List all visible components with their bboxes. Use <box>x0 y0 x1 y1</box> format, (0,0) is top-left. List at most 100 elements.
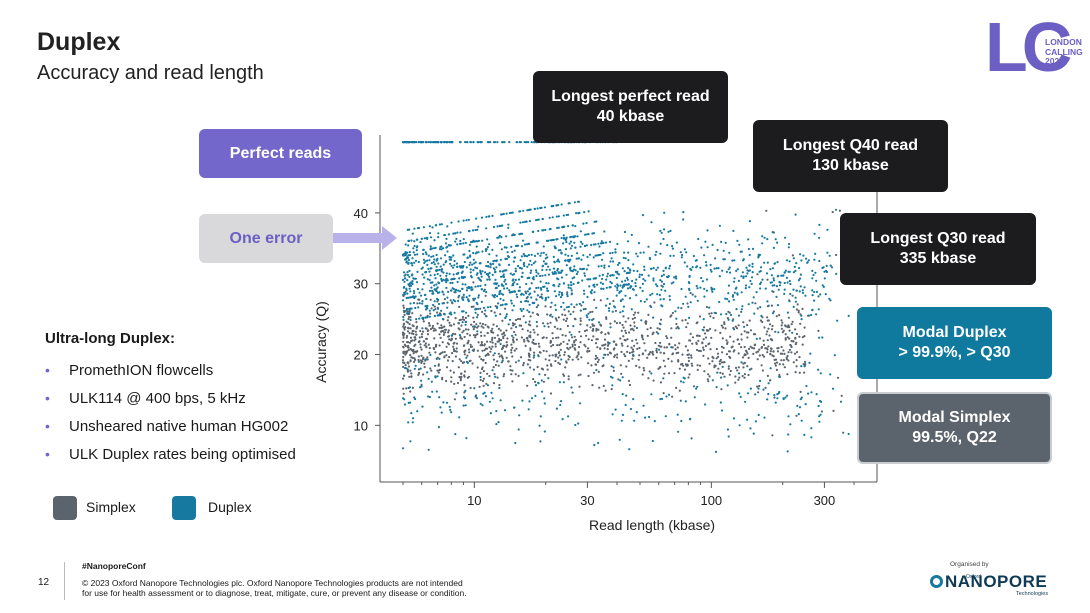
scatter-point <box>499 342 502 346</box>
scatter-point <box>703 332 707 335</box>
scatter-point <box>497 327 500 330</box>
scatter-point <box>691 266 694 269</box>
scatter-point <box>562 374 566 377</box>
scatter-point <box>818 336 821 339</box>
scatter-point <box>499 270 502 273</box>
scatter-point <box>447 329 450 332</box>
scatter-point <box>523 340 526 343</box>
scatter-point <box>786 311 789 314</box>
scatter-point <box>798 277 802 280</box>
scatter-point <box>759 319 762 322</box>
scatter-point <box>514 373 517 376</box>
scatter-point <box>417 360 420 363</box>
scatter-point <box>757 387 760 390</box>
scatter-point <box>722 249 725 252</box>
scatter-point <box>606 297 609 300</box>
scatter-point <box>536 365 539 369</box>
scatter-point <box>579 245 582 248</box>
scatter-point <box>466 341 470 344</box>
scatter-point <box>732 229 735 232</box>
scatter-point <box>687 359 690 363</box>
scatter-point <box>527 263 531 266</box>
scatter-point <box>640 334 643 337</box>
scatter-point <box>761 320 764 324</box>
scatter-point <box>574 348 577 351</box>
scatter-point <box>563 351 566 354</box>
scatter-point <box>415 327 418 330</box>
scatter-point <box>746 365 749 368</box>
scatter-point <box>626 276 629 280</box>
list-item: • PromethION flowcells <box>45 356 296 384</box>
scatter-point <box>542 380 545 383</box>
scatter-point <box>462 242 465 245</box>
scatter-point <box>436 141 439 144</box>
scatter-point <box>665 346 668 349</box>
scatter-point <box>656 266 659 269</box>
scatter-point <box>652 331 655 334</box>
scatter-point <box>597 253 601 257</box>
scatter-point <box>506 287 509 290</box>
scatter-point <box>431 390 434 393</box>
scatter-point <box>412 417 415 420</box>
scatter-point <box>505 315 508 318</box>
scatter-point <box>486 331 489 335</box>
scatter-point <box>458 294 461 297</box>
scatter-point <box>688 339 691 342</box>
scatter-point <box>427 448 430 451</box>
scatter-point <box>780 319 783 322</box>
scatter-point <box>480 341 483 344</box>
scatter-point <box>595 306 598 309</box>
scatter-point <box>469 254 472 257</box>
scatter-point <box>421 405 424 408</box>
scatter-point <box>417 371 421 374</box>
scatter-point <box>798 335 801 338</box>
scatter-point <box>422 226 425 229</box>
scatter-point <box>721 365 724 368</box>
scatter-point <box>429 327 433 331</box>
scatter-point <box>532 338 535 341</box>
scatter-point <box>558 290 561 294</box>
scatter-point <box>406 255 409 259</box>
scatter-point <box>421 330 425 333</box>
scatter-point <box>504 278 507 281</box>
scatter-point <box>578 302 581 305</box>
scatter-point <box>505 246 508 249</box>
scatter-point <box>613 320 616 323</box>
scatter-point <box>452 332 455 335</box>
logo-line: CALLING <box>1045 46 1083 57</box>
scatter-point <box>636 342 639 345</box>
scatter-point <box>725 339 728 342</box>
scatter-point <box>466 141 469 144</box>
scatter-point <box>609 240 612 243</box>
scatter-point <box>558 351 561 354</box>
scatter-point <box>512 273 516 276</box>
scatter-point <box>429 298 432 301</box>
scatter-point <box>611 251 614 254</box>
scatter-point <box>429 245 432 248</box>
scatter-point <box>626 287 630 290</box>
scatter-point <box>767 392 770 396</box>
scatter-point <box>642 366 645 370</box>
scatter-point <box>522 252 525 256</box>
scatter-point <box>818 236 821 239</box>
scatter-point <box>513 233 516 236</box>
scatter-point <box>787 359 790 362</box>
scatter-point <box>535 325 539 328</box>
scatter-point <box>533 331 536 334</box>
scatter-point <box>603 338 607 341</box>
scatter-point <box>469 141 472 144</box>
scatter-point <box>783 271 786 274</box>
scatter-point <box>677 306 680 309</box>
scatter-point <box>445 141 448 144</box>
scatter-point <box>522 239 525 242</box>
scatter-point <box>612 260 615 263</box>
scatter-point <box>648 415 651 419</box>
scatter-point <box>578 211 581 214</box>
scatter-point <box>568 267 571 270</box>
scatter-point <box>792 288 795 291</box>
scatter-point <box>510 348 513 352</box>
scatter-point <box>655 349 658 352</box>
scatter-point <box>466 332 469 335</box>
scatter-point <box>757 256 760 259</box>
scatter-point <box>453 291 456 294</box>
